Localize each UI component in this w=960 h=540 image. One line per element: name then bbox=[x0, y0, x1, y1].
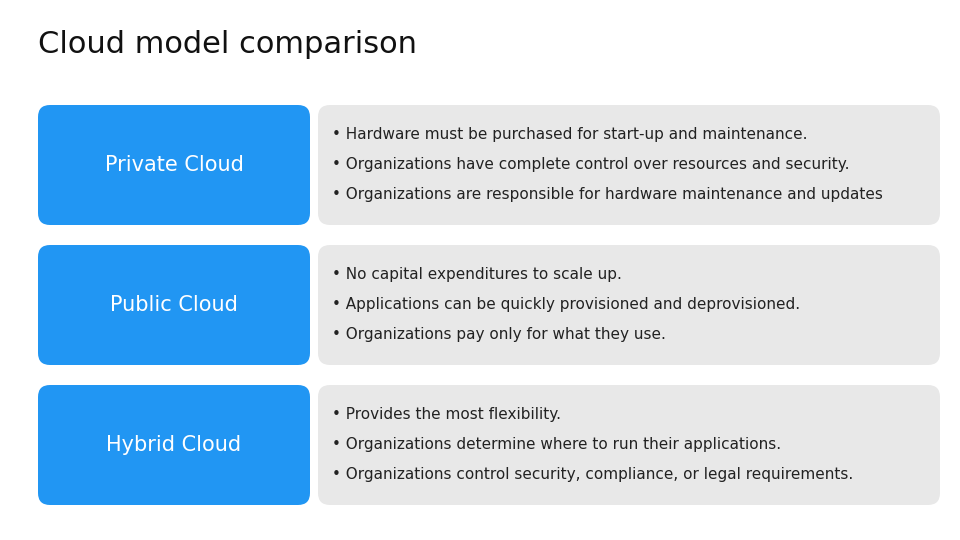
FancyBboxPatch shape bbox=[318, 245, 940, 365]
Text: • Organizations pay only for what they use.: • Organizations pay only for what they u… bbox=[332, 327, 666, 342]
Text: Private Cloud: Private Cloud bbox=[105, 155, 244, 175]
Text: • Provides the most flexibility.: • Provides the most flexibility. bbox=[332, 408, 561, 422]
FancyBboxPatch shape bbox=[318, 105, 940, 225]
Text: Public Cloud: Public Cloud bbox=[110, 295, 238, 315]
Text: Cloud model comparison: Cloud model comparison bbox=[38, 30, 417, 59]
Text: • Applications can be quickly provisioned and deprovisioned.: • Applications can be quickly provisione… bbox=[332, 298, 800, 313]
Text: • No capital expenditures to scale up.: • No capital expenditures to scale up. bbox=[332, 267, 622, 282]
FancyBboxPatch shape bbox=[38, 385, 310, 505]
Text: Hybrid Cloud: Hybrid Cloud bbox=[107, 435, 242, 455]
Text: • Organizations have complete control over resources and security.: • Organizations have complete control ov… bbox=[332, 158, 850, 172]
FancyBboxPatch shape bbox=[318, 385, 940, 505]
Text: • Organizations determine where to run their applications.: • Organizations determine where to run t… bbox=[332, 437, 781, 453]
Text: • Organizations control security, compliance, or legal requirements.: • Organizations control security, compli… bbox=[332, 468, 853, 483]
Text: • Organizations are responsible for hardware maintenance and updates: • Organizations are responsible for hard… bbox=[332, 187, 883, 202]
Text: • Hardware must be purchased for start-up and maintenance.: • Hardware must be purchased for start-u… bbox=[332, 127, 807, 143]
FancyBboxPatch shape bbox=[38, 105, 310, 225]
FancyBboxPatch shape bbox=[38, 245, 310, 365]
